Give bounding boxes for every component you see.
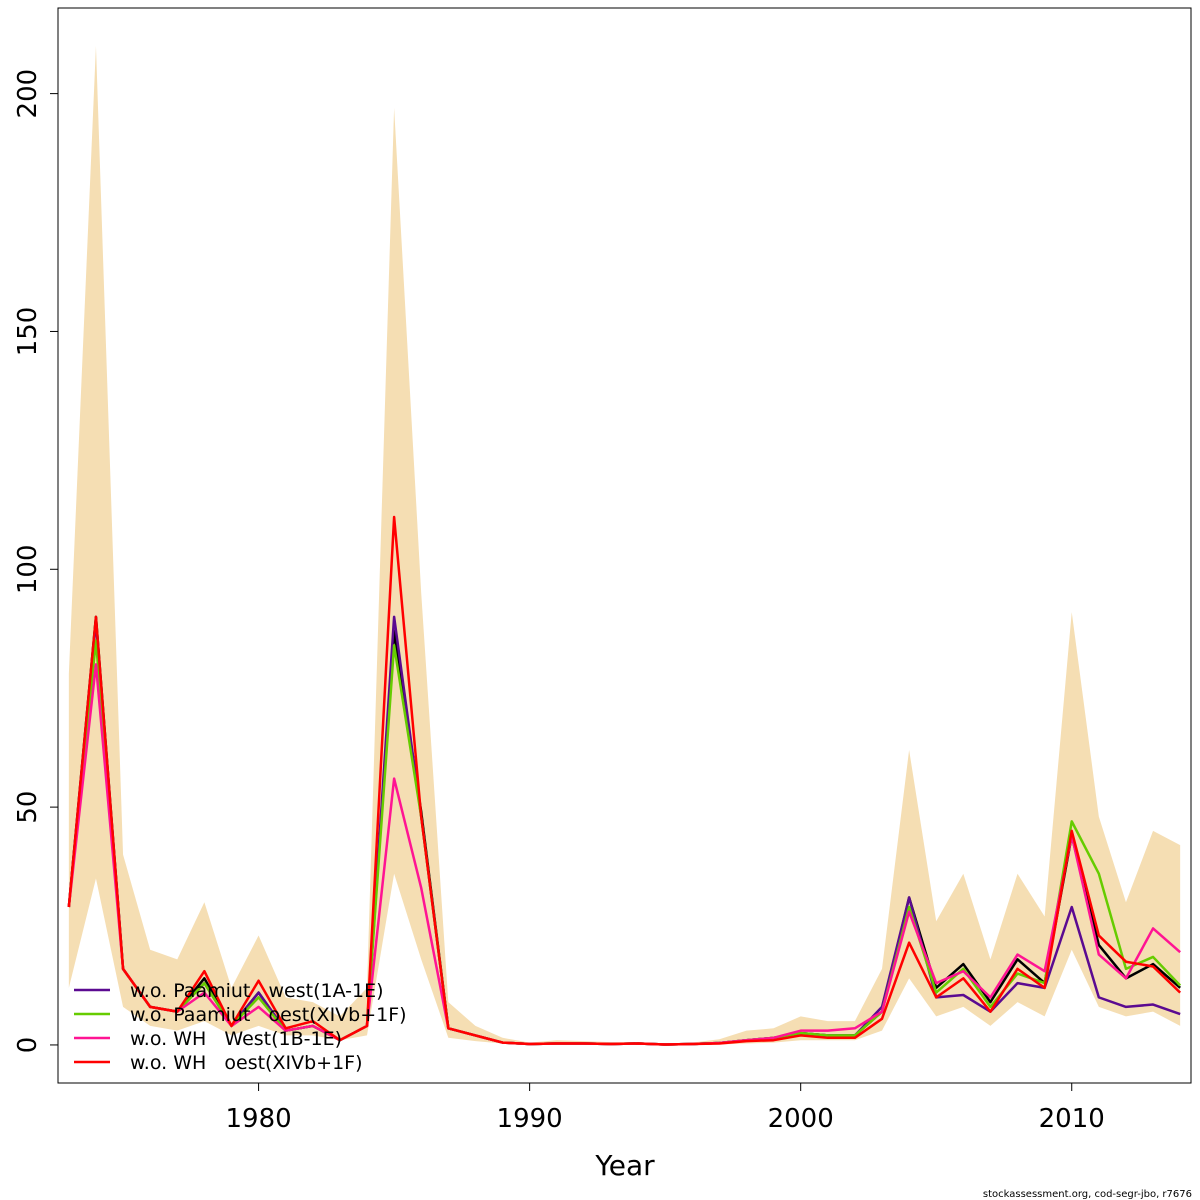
x-tick-label: 2000 (768, 1104, 834, 1134)
footer-credit: stockassessment.org, cod-segr-jbo, r7676 (983, 1189, 1192, 1200)
y-tick-label: 150 (13, 307, 43, 357)
series-line-4 (67, 515, 1182, 1046)
legend-label: w.o. WH oest(XIVb+1F) (130, 1052, 363, 1074)
x-tick-label: 1980 (225, 1104, 291, 1134)
y-tick-label: 100 (13, 544, 43, 594)
x-tick-label: 1990 (497, 1104, 563, 1134)
y-tick-label: 0 (13, 1037, 43, 1054)
confidence-band (68, 46, 1181, 1045)
legend: w.o. Paamiut west(1A-1E)w.o. Paamiut oes… (74, 980, 407, 1074)
x-axis: 1980 1990 2000 2010 (225, 1082, 1105, 1134)
series-layer (67, 515, 1182, 1046)
legend-label: w.o. Paamiut west(1A-1E) (130, 980, 384, 1002)
x-tick-label: 2010 (1039, 1104, 1105, 1134)
x-axis-title: Year (594, 1149, 655, 1182)
y-axis: 0 50 100 150 200 (13, 69, 59, 1054)
y-tick-label: 50 (13, 791, 43, 824)
confidence-band-layer (68, 46, 1181, 1045)
legend-label: w.o. WH West(1B-1E) (130, 1028, 342, 1050)
y-tick-label: 200 (13, 69, 43, 119)
legend-label: w.o. Paamiut oest(XIVb+1F) (130, 1004, 407, 1026)
